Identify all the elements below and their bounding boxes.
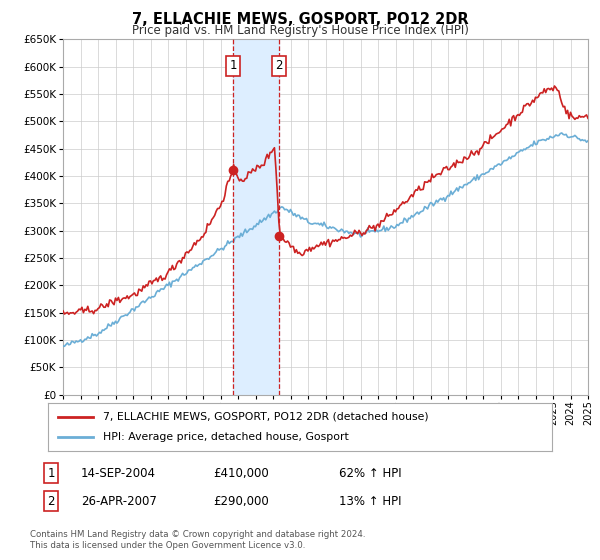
Text: 1: 1 xyxy=(47,466,55,480)
Text: 14-SEP-2004: 14-SEP-2004 xyxy=(81,466,156,480)
Text: £290,000: £290,000 xyxy=(213,494,269,508)
Bar xyxy=(233,39,278,395)
Text: 2: 2 xyxy=(275,59,283,72)
Text: 7, ELLACHIE MEWS, GOSPORT, PO12 2DR: 7, ELLACHIE MEWS, GOSPORT, PO12 2DR xyxy=(131,12,469,27)
Text: 26-APR-2007: 26-APR-2007 xyxy=(81,494,157,508)
Text: HPI: Average price, detached house, Gosport: HPI: Average price, detached house, Gosp… xyxy=(103,432,349,442)
Text: 13% ↑ HPI: 13% ↑ HPI xyxy=(339,494,401,508)
Text: This data is licensed under the Open Government Licence v3.0.: This data is licensed under the Open Gov… xyxy=(30,542,305,550)
Text: 62% ↑ HPI: 62% ↑ HPI xyxy=(339,466,401,480)
Text: Price paid vs. HM Land Registry's House Price Index (HPI): Price paid vs. HM Land Registry's House … xyxy=(131,24,469,36)
Text: 1: 1 xyxy=(229,59,236,72)
Text: 7, ELLACHIE MEWS, GOSPORT, PO12 2DR (detached house): 7, ELLACHIE MEWS, GOSPORT, PO12 2DR (det… xyxy=(103,412,429,422)
Text: £410,000: £410,000 xyxy=(213,466,269,480)
Text: Contains HM Land Registry data © Crown copyright and database right 2024.: Contains HM Land Registry data © Crown c… xyxy=(30,530,365,539)
Text: 2: 2 xyxy=(47,494,55,508)
